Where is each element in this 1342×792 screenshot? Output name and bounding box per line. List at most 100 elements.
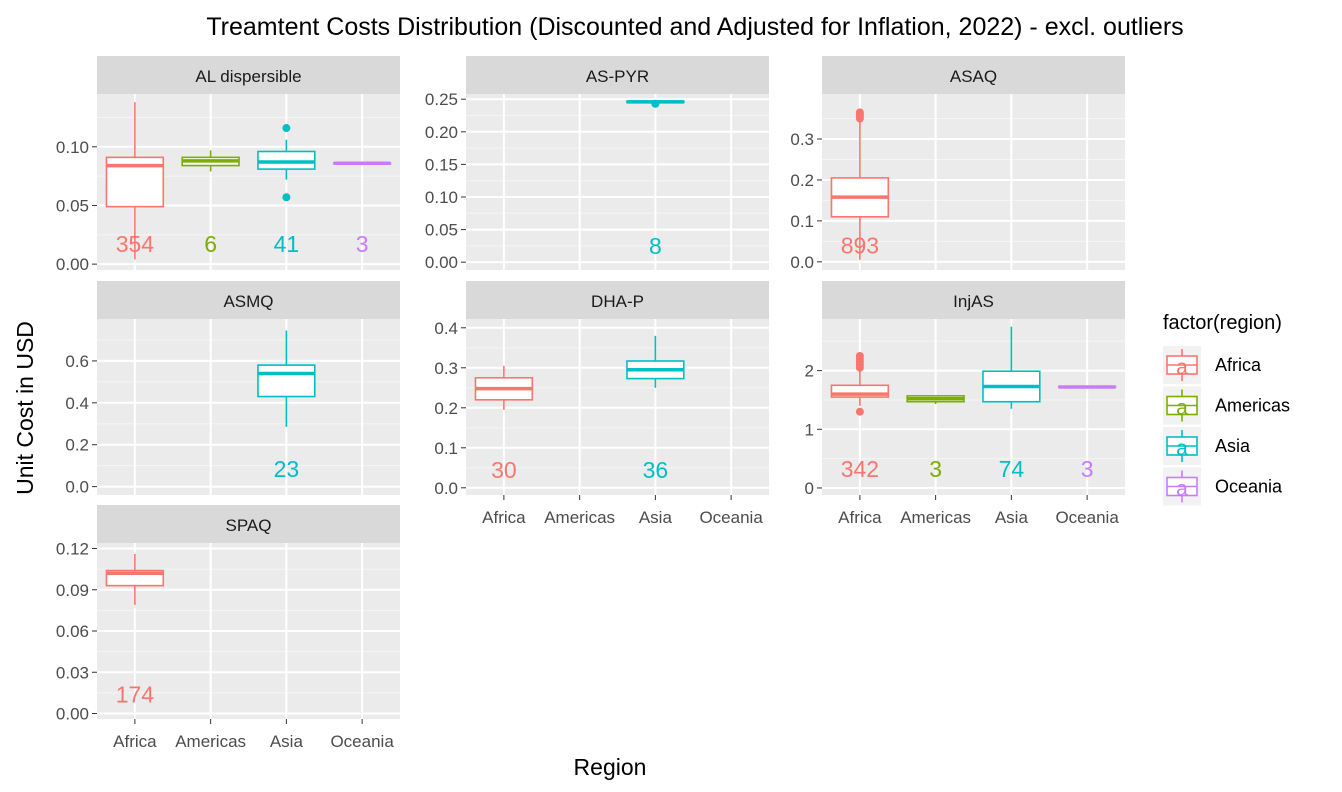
- count-label: 6: [204, 231, 217, 257]
- box-africa: 354: [105, 102, 165, 260]
- panel-strip: [466, 56, 769, 94]
- box-asia: 41: [257, 124, 316, 257]
- x-tick-label: Americas: [544, 508, 615, 527]
- y-tick-label: 0: [805, 479, 814, 498]
- box-americas: 6: [181, 150, 240, 257]
- panel-strip-label: AL dispersible: [195, 67, 301, 86]
- y-tick-label: 0.12: [56, 540, 89, 559]
- y-tick-label: 0.15: [425, 155, 458, 174]
- legend-title: factor(region): [1163, 312, 1282, 334]
- x-tick-label: Americas: [900, 508, 971, 527]
- outlier-point: [855, 108, 864, 117]
- panel-strip-label: InjAS: [953, 292, 994, 311]
- chart-title: Treamtent Costs Distribution (Discounted…: [206, 13, 1183, 41]
- legend-label: Asia: [1215, 436, 1251, 456]
- y-tick-label: 0.05: [425, 221, 458, 240]
- count-label: 3: [356, 231, 369, 257]
- y-tick-label: 0.1: [790, 212, 814, 231]
- x-tick-label: Oceania: [330, 732, 394, 751]
- panel-spaq: SPAQ 0.00 0.03 0.06 0.09 0.12 Africa Americas As…: [56, 505, 400, 751]
- x-axis-title: Region: [574, 754, 647, 780]
- legend: factor(region) a Africa a Americas a Asia a Oce…: [1163, 312, 1290, 506]
- y-tick-label: 0.10: [56, 138, 89, 157]
- legend-label: Americas: [1215, 396, 1290, 416]
- panel-strip: [97, 56, 400, 94]
- box-africa: 174: [105, 554, 165, 707]
- panel-as-pyr: AS-PYR 0.00 0.05 0.10 0.15 0.20 0.25 8: [425, 56, 769, 272]
- outlier-point: [282, 124, 291, 133]
- x-tick-label: Oceania: [1055, 508, 1119, 527]
- legend-key-glyph: a: [1176, 437, 1188, 460]
- panel-injas: InjAS 0 1 2 Africa Americas Asia Oceania 342 3 74 3: [805, 281, 1125, 527]
- box-africa: 893: [830, 108, 890, 260]
- y-tick-label: 0.00: [425, 253, 458, 272]
- panel-strip: [97, 281, 400, 319]
- legend-key-glyph: a: [1176, 397, 1188, 420]
- y-tick-label: 0.09: [56, 581, 89, 600]
- count-label: 3: [1081, 456, 1094, 482]
- y-tick-label: 0.0: [65, 478, 89, 497]
- count-label: 36: [643, 457, 669, 483]
- y-tick-label: 2: [805, 362, 814, 381]
- panel-strip: [466, 281, 769, 319]
- y-tick-label: 0.20: [425, 123, 458, 142]
- x-tick-label: Asia: [270, 732, 304, 751]
- panel-background: [97, 319, 400, 495]
- x-tick-label: Africa: [838, 508, 882, 527]
- panel-asmq: ASMQ 0.0 0.2 0.4 0.6 23: [65, 281, 400, 497]
- count-label: 8: [649, 233, 662, 259]
- panel-strip: [822, 56, 1125, 94]
- legend-item-asia: a Asia: [1163, 427, 1251, 465]
- legend-item-americas: a Americas: [1163, 386, 1290, 425]
- panel-strip-label: ASMQ: [223, 292, 273, 311]
- outlier-point: [651, 99, 660, 108]
- x-tick-label: Africa: [482, 508, 526, 527]
- panel-dha-p: DHA-P 0.0 0.1 0.2 0.3 0.4 Africa Americas Asia Oc…: [434, 281, 769, 527]
- legend-item-oceania: a Oceania: [1163, 467, 1283, 506]
- y-tick-label: 0.0: [790, 253, 814, 272]
- count-label: 74: [999, 456, 1025, 482]
- panel-background: [466, 94, 769, 270]
- y-tick-label: 0.2: [790, 171, 814, 190]
- count-label: 41: [274, 231, 300, 257]
- box-asia: 8: [626, 99, 685, 259]
- panel-strip: [822, 281, 1125, 319]
- count-label: 893: [841, 232, 879, 258]
- y-tick-label: 0.0: [434, 479, 458, 498]
- box-oceania: 3: [332, 161, 392, 257]
- panel-strip: [97, 505, 400, 543]
- legend-label: Oceania: [1215, 477, 1283, 497]
- y-tick-label: 0.4: [65, 394, 89, 413]
- y-tick-label: 1: [805, 420, 814, 439]
- x-tick-label: Americas: [175, 732, 246, 751]
- y-tick-label: 0.3: [434, 359, 458, 378]
- box-iqr: [830, 384, 890, 398]
- x-tick-label: Oceania: [699, 508, 763, 527]
- count-label: 174: [116, 681, 155, 707]
- count-label: 354: [116, 231, 155, 257]
- y-tick-label: 0.1: [434, 439, 458, 458]
- outlier-point: [282, 193, 291, 202]
- panel-strip-label: ASAQ: [950, 67, 997, 86]
- y-tick-label: 0.05: [56, 196, 89, 215]
- y-axis-title: Unit Cost in USD: [12, 321, 38, 495]
- panel-strip-label: AS-PYR: [586, 67, 649, 86]
- x-tick-label: Asia: [995, 508, 1029, 527]
- count-label: 3: [929, 456, 942, 482]
- box-asia: 74: [982, 326, 1041, 482]
- panel-strip-label: DHA-P: [591, 292, 644, 311]
- legend-key-glyph: a: [1176, 356, 1188, 379]
- panel-background: [822, 319, 1125, 495]
- panel-asaq: ASAQ 0.0 0.1 0.2 0.3 893: [790, 56, 1125, 272]
- y-tick-label: 0.6: [65, 352, 89, 371]
- y-tick-label: 0.2: [65, 436, 89, 455]
- box-asia: 23: [257, 330, 316, 482]
- box-asia: 36: [626, 335, 685, 483]
- box-iqr: [257, 150, 316, 170]
- outlier-point: [855, 351, 864, 360]
- box-americas: 3: [906, 395, 965, 482]
- y-tick-label: 0.00: [56, 255, 89, 274]
- box-africa: 30: [474, 365, 534, 483]
